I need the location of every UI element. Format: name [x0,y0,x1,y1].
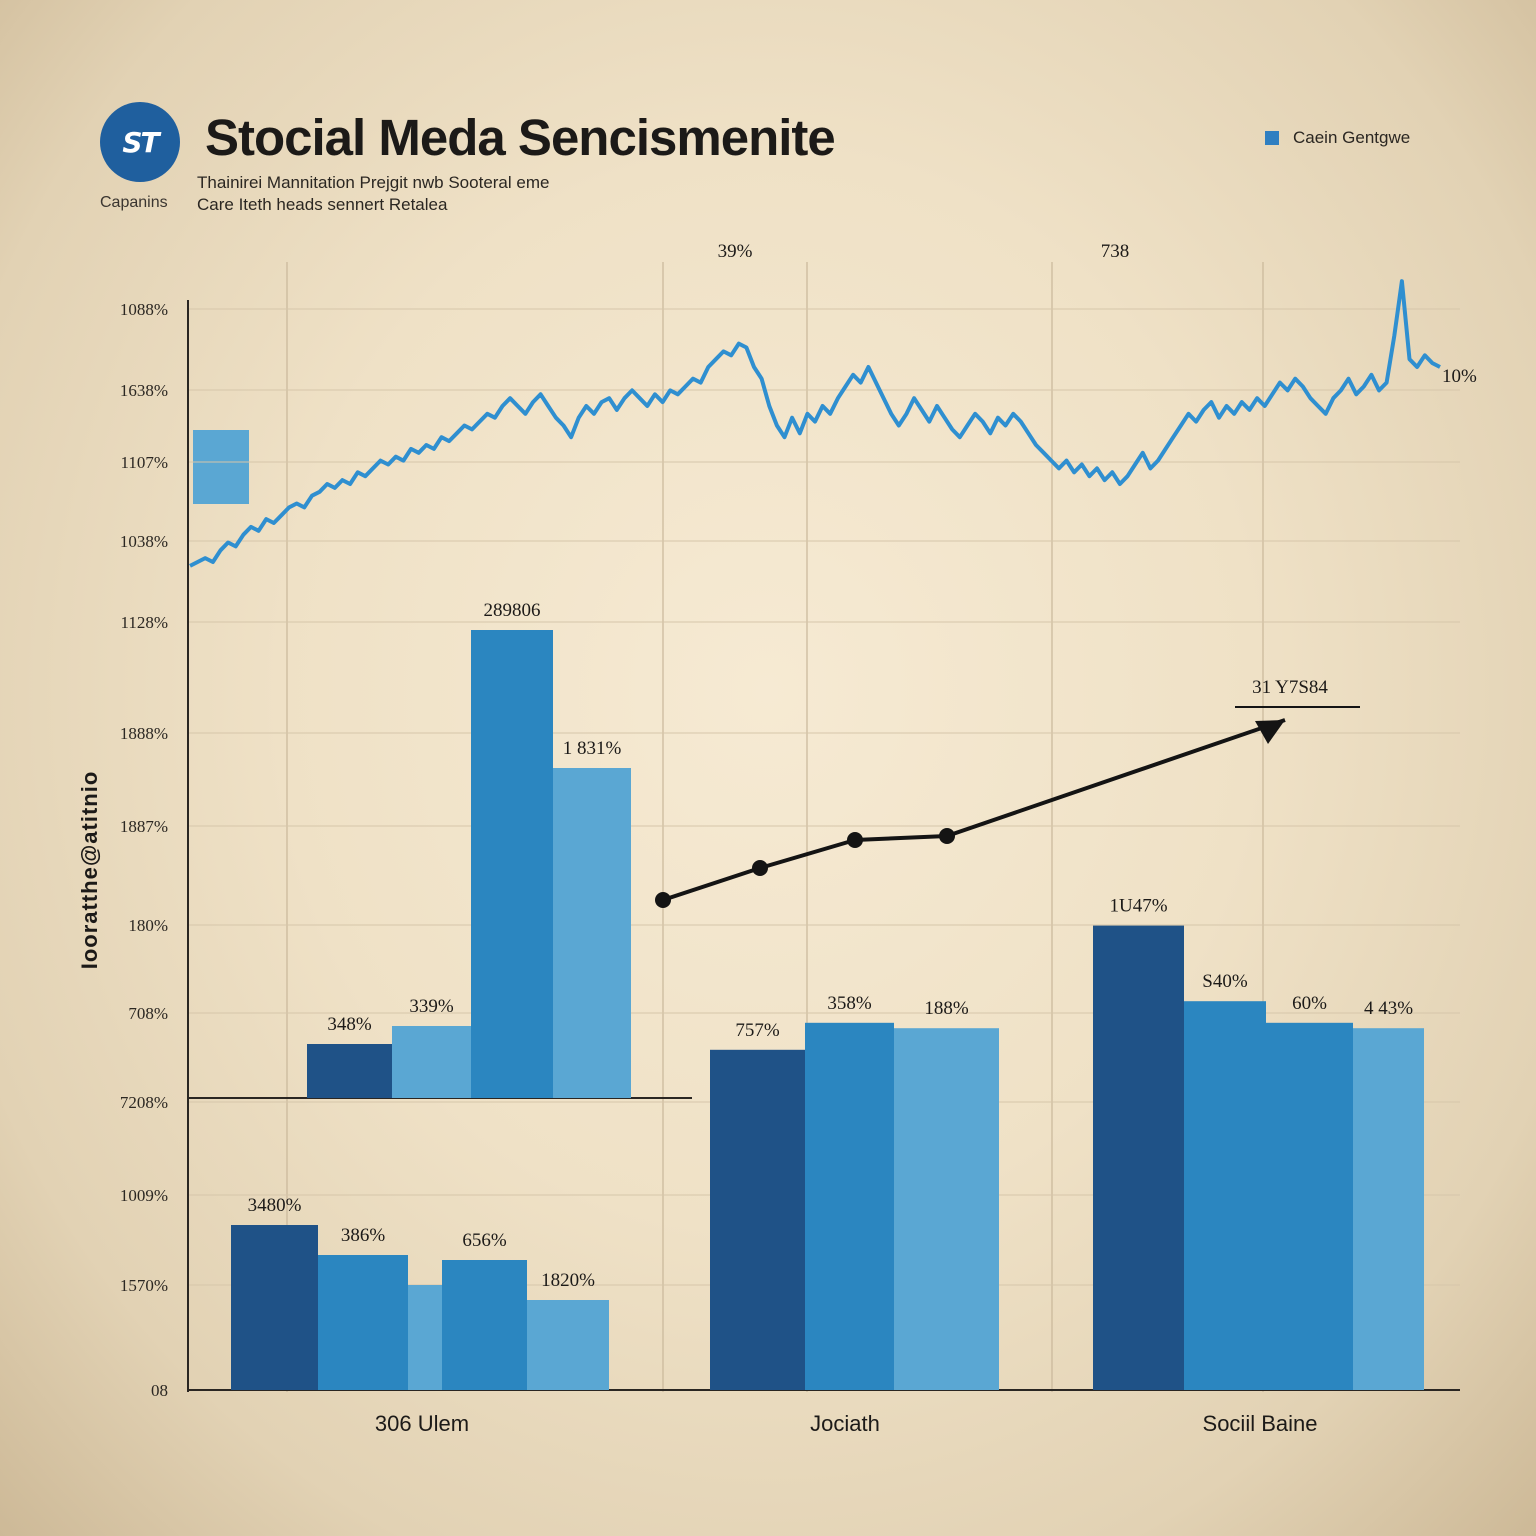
lower-cluster-value-label: 656% [462,1230,507,1251]
right-cluster-value-label: 358% [827,993,872,1014]
x-category-label: Sociil Baine [1203,1411,1318,1436]
brand-logo: ST [100,102,180,182]
upper-cluster-value-label: 1 831% [563,738,622,759]
sentiment-end-label: 10% [1442,366,1477,387]
y-tick-label: 08 [151,1381,168,1400]
upper-cluster-bar [471,630,553,1098]
upper-cluster-bar [392,1026,471,1098]
y-tick-label: 7208% [120,1093,168,1112]
y-tick-label: 1887% [120,817,168,836]
lower-cluster-bar [442,1260,527,1390]
upper-cluster-value-label: 339% [409,996,454,1017]
lower-cluster-value-label: 3480% [248,1195,302,1216]
x-category-label: Jociath [810,1411,880,1436]
trend-label: 31 Y7S84 [1252,677,1328,698]
right-cluster-bar [1093,925,1184,1390]
right-cluster-value-label: 188% [924,998,969,1019]
right-cluster-bar [1184,1001,1266,1390]
top-label: 738 [1101,241,1130,262]
chart-subtitle-line1: Thainirei Mannitation Prejgit nwb Sooter… [197,173,550,192]
trend-point [847,832,863,848]
upper-cluster-bar [553,768,631,1098]
upper-cluster-value-label: 289806 [484,600,541,621]
y-tick-label: 1128% [120,613,168,632]
y-tick-label: 1570% [120,1276,168,1295]
y-tick-label: 1888% [120,724,168,743]
right-cluster-value-label: 757% [735,1020,780,1041]
y-tick-label: 708% [128,1004,168,1023]
logo-caption: Capanins [100,194,168,211]
lower-cluster-bar [408,1285,442,1390]
trend-point [752,860,768,876]
right-cluster-value-label: S40% [1202,971,1248,992]
right-cluster-value-label: 60% [1292,993,1327,1014]
right-cluster-bar [1353,1028,1424,1390]
sentiment-line [189,279,1441,568]
legend-label: Caein Gentgwe [1293,128,1411,147]
trend-point [939,828,955,844]
right-cluster-bar [1266,1022,1353,1390]
right-cluster-value-label: 4 43% [1364,998,1413,1019]
legend-swatch [1265,131,1279,145]
trend-point [655,892,671,908]
chart-title: Stocial Meda Sencismenite [205,109,836,166]
y-tick-label: 1638% [120,381,168,400]
chart-subtitle-line2: Care Iteth heads sennert Retalea [197,195,448,214]
y-tick-label: 1088% [120,300,168,319]
lower-cluster-bar [231,1225,318,1390]
lower-cluster-bar [527,1300,609,1390]
right-cluster-bar [710,1049,805,1390]
right-cluster-bar [805,1022,894,1390]
top-label: 39% [718,241,753,262]
y-tick-label: 180% [128,916,168,935]
upper-cluster-bar [307,1044,392,1098]
lower-cluster-bar [318,1255,408,1390]
y-tick-label: 1009% [120,1186,168,1205]
lower-cluster-value-label: 1820% [541,1270,595,1291]
right-cluster-value-label: 1U47% [1109,896,1167,917]
right-cluster-bar [894,1028,999,1390]
y-tick-label: 1038% [120,532,168,551]
side-legend-swatch [193,430,249,504]
x-category-label: 306 Ulem [375,1411,469,1436]
y-tick-label: 1107% [120,453,168,472]
trend-arrowhead [1255,720,1285,744]
upper-cluster-value-label: 348% [327,1014,372,1035]
lower-cluster-value-label: 386% [341,1225,386,1246]
